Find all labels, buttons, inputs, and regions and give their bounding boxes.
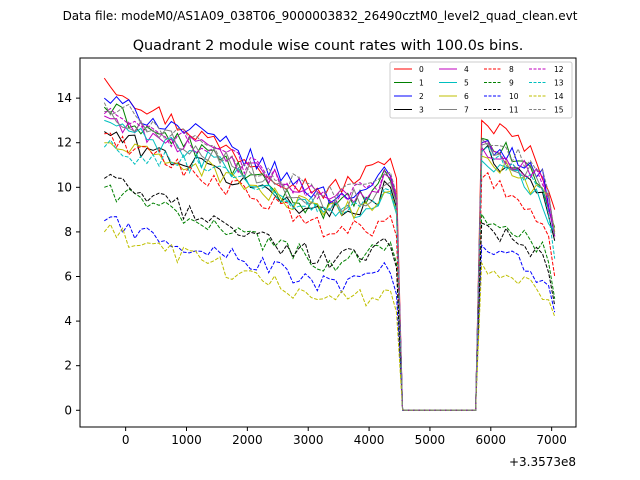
x-tick-label: 7000 — [536, 433, 567, 447]
legend-label-9: 9 — [509, 79, 514, 88]
x-tick-label: 1000 — [171, 433, 202, 447]
series-line-8 — [104, 132, 556, 411]
legend-label-8: 8 — [509, 65, 514, 74]
y-tick-label: 12 — [57, 136, 72, 150]
series-line-10 — [104, 216, 556, 411]
y-tick-label: 2 — [64, 359, 72, 373]
y-tick-label: 14 — [57, 91, 72, 105]
series-line-15 — [103, 102, 556, 411]
series-line-6 — [104, 142, 556, 411]
figure-suptitle: Data file: modeM0/AS1A09_038T06_90000038… — [63, 9, 578, 23]
plot-lines — [103, 77, 556, 411]
x-tick-label: 3000 — [293, 433, 324, 447]
legend-label-2: 2 — [419, 92, 424, 101]
series-line-2 — [103, 95, 556, 411]
legend-label-11: 11 — [509, 106, 519, 115]
x-tick-label: 6000 — [476, 433, 507, 447]
x-tick-label: 5000 — [415, 433, 446, 447]
legend-label-13: 13 — [554, 79, 564, 88]
legend-label-5: 5 — [464, 79, 469, 88]
legend-label-0: 0 — [419, 65, 424, 74]
series-line-14 — [103, 223, 556, 411]
x-offset-label: +3.3573e8 — [509, 455, 576, 469]
series-line-9 — [104, 184, 556, 411]
y-tick-label: 0 — [64, 403, 72, 417]
series-line-0 — [103, 77, 556, 411]
legend-label-7: 7 — [464, 106, 469, 115]
y-tick-label: 10 — [57, 180, 72, 194]
x-axis: 0 1000 2000 3000 4000 5000 6000 7000 — [122, 427, 567, 447]
legend-box — [389, 61, 573, 119]
legend-label-14: 14 — [554, 92, 564, 101]
legend-label-10: 10 — [509, 92, 519, 101]
y-tick-label: 6 — [64, 270, 72, 284]
x-tick-label: 4000 — [354, 433, 385, 447]
legend-label-6: 6 — [464, 92, 469, 101]
legend-label-15: 15 — [554, 106, 564, 115]
legend-label-4: 4 — [464, 65, 469, 74]
legend-label-1: 1 — [419, 79, 424, 88]
x-tick-label: 2000 — [232, 433, 263, 447]
series-line-11 — [104, 173, 556, 411]
legend-label-3: 3 — [419, 106, 424, 115]
y-tick-label: 8 — [64, 225, 72, 239]
series-line-7 — [104, 111, 556, 411]
y-tick-label: 4 — [64, 314, 72, 328]
series-line-13 — [103, 139, 556, 411]
legend-label-12: 12 — [554, 65, 564, 74]
plot-frame — [79, 57, 577, 428]
x-tick-label: 0 — [122, 433, 130, 447]
series-line-12 — [103, 107, 556, 411]
y-axis: 0 2 4 6 8 10 12 14 — [57, 91, 80, 417]
chart-title: Quadrant 2 module wise count rates with … — [133, 38, 524, 54]
